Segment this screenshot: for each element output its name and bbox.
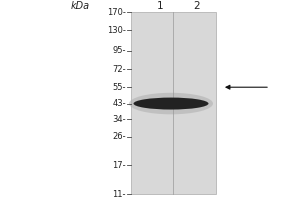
Text: 55-: 55- (112, 83, 126, 92)
Text: 17-: 17- (112, 161, 126, 170)
Text: 43-: 43- (112, 99, 126, 108)
Text: 170-: 170- (107, 8, 126, 17)
Text: 1: 1 (157, 1, 164, 11)
Text: 26-: 26- (112, 132, 126, 141)
Text: 95-: 95- (112, 46, 126, 55)
Text: 72-: 72- (112, 65, 126, 74)
Text: 34-: 34- (112, 115, 126, 124)
Text: 2: 2 (193, 1, 200, 11)
Text: kDa: kDa (71, 1, 90, 11)
Ellipse shape (134, 98, 208, 110)
Text: 11-: 11- (112, 190, 126, 199)
Text: 130-: 130- (107, 26, 126, 35)
Ellipse shape (129, 93, 213, 114)
Bar (130, 12, 216, 194)
